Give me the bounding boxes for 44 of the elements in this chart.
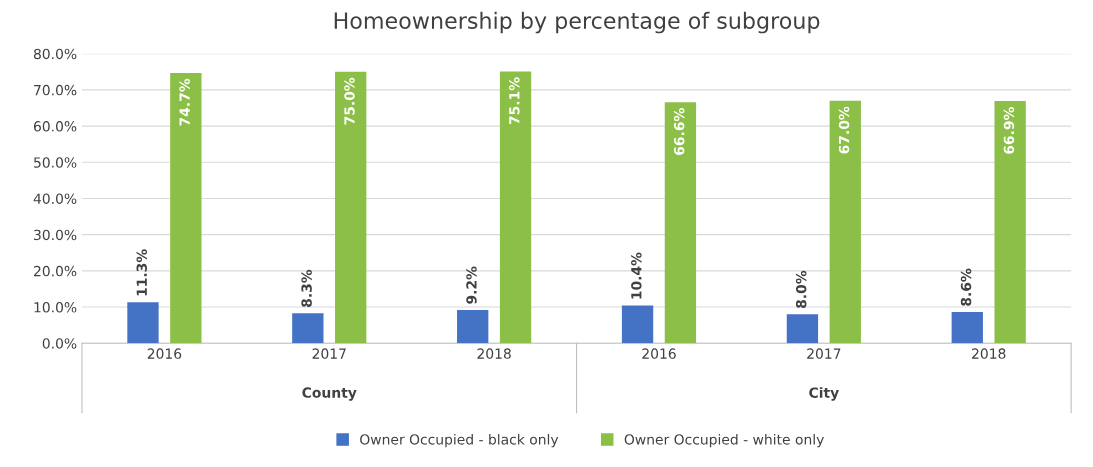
data-label: 8.3%	[301, 269, 312, 307]
bar	[951, 312, 983, 344]
y-tick-label: 40.0%	[33, 193, 77, 204]
y-tick-label: 80.0%	[33, 48, 77, 60]
text: City	[809, 387, 839, 401]
bar	[335, 71, 367, 344]
data-label: 9.2%	[466, 266, 477, 304]
data-label: 75.1%	[509, 77, 520, 125]
chart-title: Homeownership by percentage of subgroup	[334, 11, 820, 34]
data-label: 75.0%	[344, 77, 355, 125]
bar	[664, 102, 697, 344]
y-tick-label: 60.0%	[33, 121, 77, 132]
bar	[292, 313, 324, 344]
y-tick-label: 50.0%	[34, 157, 77, 168]
x-tick-label: 2017	[807, 348, 841, 359]
legend-label: Owner Occupied - black only	[360, 433, 559, 448]
bar	[170, 72, 202, 344]
bar	[829, 100, 861, 344]
data-label: 8.6%	[960, 268, 972, 306]
data-label: 74.7%	[179, 78, 190, 126]
data-label: 67.0%	[838, 106, 850, 154]
y-tick-label: 30.0%	[34, 229, 77, 241]
x-tick-label: 2017	[312, 348, 346, 359]
data-label: 66.6%	[673, 108, 685, 155]
bar	[127, 302, 159, 344]
x-tick-label: 2016	[642, 348, 676, 359]
bar	[457, 309, 489, 344]
bar	[786, 314, 819, 344]
x-tick-label: 2018	[477, 348, 511, 359]
x-tick-label: 2016	[147, 348, 182, 359]
text: County	[302, 387, 357, 401]
data-label: 10.4%	[631, 252, 642, 299]
x-tick-label: 2018	[972, 348, 1006, 359]
bar	[994, 101, 1026, 344]
data-label: 66.9%	[1003, 106, 1015, 154]
y-tick-label: 0.0%	[42, 338, 77, 349]
y-tick-label: 10.0%	[34, 302, 77, 313]
bar	[621, 305, 654, 344]
data-label: 11.3%	[136, 249, 147, 296]
legend-label: Owner Occupied - white only	[624, 433, 824, 448]
y-tick-label: 20.0%	[34, 265, 77, 277]
y-tick-label: 70.0%	[34, 84, 77, 96]
data-label: 8.0%	[795, 270, 807, 309]
bar	[499, 71, 532, 344]
